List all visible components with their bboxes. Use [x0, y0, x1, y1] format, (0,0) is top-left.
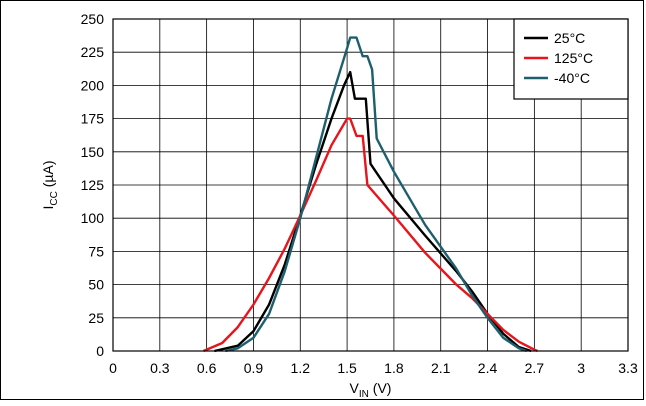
- y-tick-label: 100: [81, 210, 105, 226]
- y-tick-label: 125: [81, 177, 105, 193]
- y-tick-label: 75: [88, 243, 104, 259]
- y-axis-label-main: I: [40, 206, 56, 210]
- x-tick-label: 2.4: [478, 360, 498, 376]
- x-tick-label: 1.8: [384, 360, 404, 376]
- x-tick-label: 2.1: [431, 360, 451, 376]
- series-line: [214, 70, 532, 353]
- x-axis-label-unit: (V): [369, 380, 392, 396]
- legend: 25°C 125°C -40°C: [513, 18, 629, 100]
- y-tick-label: 225: [81, 44, 105, 60]
- series-line: [225, 36, 527, 353]
- y-tick-label: 25: [88, 310, 104, 326]
- y-tick-label: 175: [81, 111, 105, 127]
- x-tick-label: 0.6: [197, 360, 217, 376]
- series-line: [203, 117, 538, 353]
- y-axis-ticks: 0 25 50 75 100 125 150 175 200 225 250: [81, 11, 105, 359]
- y-tick-label: 250: [81, 11, 105, 27]
- y-axis-label-sub: CC: [49, 191, 60, 205]
- x-tick-label: 1.2: [291, 360, 311, 376]
- y-tick-label: 0: [96, 343, 104, 359]
- x-tick-label: 0: [109, 360, 117, 376]
- x-axis-ticks: 0 0.3 0.6 0.9 1.2 1.5 1.8 2.1 2.4 2.7 3 3.3: [109, 360, 638, 376]
- grid: [113, 19, 628, 351]
- x-tick-label: 3: [577, 360, 585, 376]
- y-tick-label: 150: [81, 144, 105, 160]
- plot-area-border: [112, 18, 629, 352]
- legend-label: 25°C: [554, 30, 585, 46]
- x-axis-label-main: V: [350, 380, 360, 396]
- x-axis-label-sub: IN: [359, 389, 369, 400]
- x-tick-label: 0.3: [150, 360, 170, 376]
- x-axis-label: VIN (V): [350, 380, 392, 400]
- x-tick-label: 1.5: [337, 360, 357, 376]
- legend-label: -40°C: [554, 70, 590, 86]
- series-lines: [203, 36, 538, 353]
- x-tick-label: 0.9: [244, 360, 264, 376]
- x-tick-label: 3.3: [618, 360, 638, 376]
- legend-label: 125°C: [554, 50, 593, 66]
- y-tick-label: 200: [81, 77, 105, 93]
- y-axis-label-unit: (µA): [40, 161, 56, 192]
- x-tick-label: 2.7: [525, 360, 545, 376]
- y-axis-label: ICC (µA): [40, 161, 60, 210]
- y-tick-label: 50: [88, 277, 104, 293]
